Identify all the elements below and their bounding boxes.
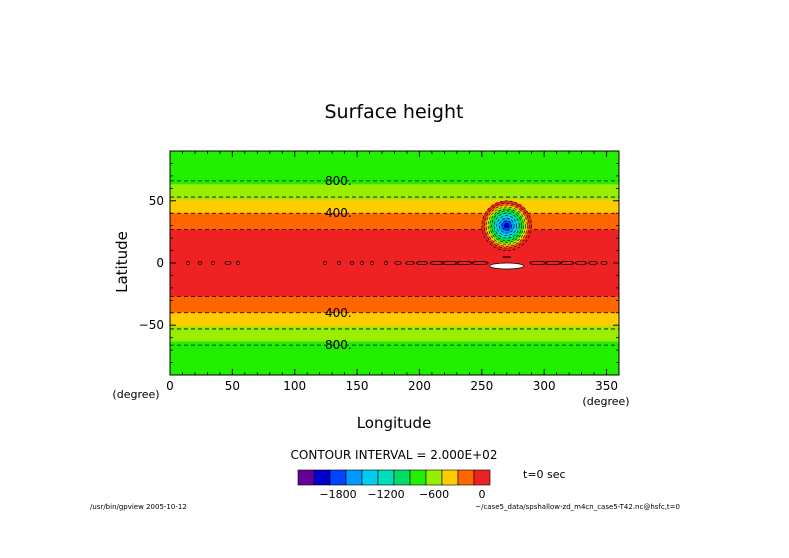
equator-mark-14 xyxy=(429,261,445,265)
equator-mark-5 xyxy=(322,261,328,265)
colorbar-cell-8 xyxy=(425,469,443,486)
contour-label-1: 400. xyxy=(325,206,352,220)
colorbar-cell-9 xyxy=(441,469,459,486)
colorbar-cell-1 xyxy=(313,469,331,486)
equator-mark-22 xyxy=(588,261,598,265)
equator-mark-18 xyxy=(529,261,547,265)
equator-mark-11 xyxy=(394,261,402,265)
equator-mark-9 xyxy=(369,261,375,265)
colorbar-cell-10 xyxy=(457,469,475,486)
equator-mark-1 xyxy=(197,261,203,265)
band-4 xyxy=(170,229,619,297)
colorbar-cell-4 xyxy=(361,469,379,486)
x-tick-label-50: 50 xyxy=(225,379,240,393)
contour-lines xyxy=(170,180,619,346)
x-tick-label-100: 100 xyxy=(283,379,306,393)
equator-mark-16 xyxy=(455,261,473,265)
equator-mark-7 xyxy=(349,261,355,265)
colorbar-cell-0 xyxy=(297,469,315,486)
equator-mark-15 xyxy=(441,261,459,265)
contour-interval-text: CONTOUR INTERVAL = 2.000E+02 xyxy=(291,448,498,462)
contour-label-3: 800. xyxy=(325,338,352,352)
band-5 xyxy=(170,296,619,313)
equator-mark-21 xyxy=(574,261,588,265)
colorbar-label-1: −1200 xyxy=(367,488,404,501)
equator-mark-center xyxy=(489,262,525,270)
equator-mark-17 xyxy=(471,261,489,265)
contour-labels: 800. 400. 400. 800. xyxy=(325,174,352,352)
equator-mark-12 xyxy=(405,261,415,265)
colorbar-cell-7 xyxy=(409,469,427,486)
x-tick-label-250: 250 xyxy=(470,379,493,393)
equator-dashes xyxy=(185,256,608,270)
x-tick-label-200: 200 xyxy=(408,379,431,393)
equator-mark-0 xyxy=(185,261,191,265)
colorbar-label-3: 0 xyxy=(479,488,486,501)
mountain-ring-10 xyxy=(503,222,510,229)
colorbar-cell-5 xyxy=(377,469,395,486)
band-1 xyxy=(170,184,619,200)
x-tick-label-350: 350 xyxy=(595,379,618,393)
band-3 xyxy=(170,213,619,230)
x-tick-label-0: 0 xyxy=(166,379,174,393)
equator-mark-10 xyxy=(383,261,389,265)
x-axis-unit: (degree) xyxy=(582,395,629,408)
band-2 xyxy=(170,199,619,214)
band-6 xyxy=(170,312,619,327)
footer-left: /usr/bin/gpview 2005-10-12 xyxy=(90,503,187,511)
equator-mark-20 xyxy=(559,261,575,265)
colorbar-cell-11 xyxy=(473,469,491,486)
equator-mark-19 xyxy=(544,261,562,265)
colorbar-cell-3 xyxy=(345,469,363,486)
equator-mark-13 xyxy=(415,261,429,265)
y-axis-label: Latitude xyxy=(113,231,131,293)
colorbar-label-2: −600 xyxy=(419,488,449,501)
equator-mark-6 xyxy=(336,261,342,265)
equator-mark-4 xyxy=(235,261,241,265)
band-0 xyxy=(170,151,619,185)
equator-mark-23 xyxy=(600,261,608,265)
x-tick-label-300: 300 xyxy=(533,379,556,393)
plot-fill xyxy=(170,151,619,375)
mountain-feature xyxy=(481,200,532,251)
band-7 xyxy=(170,326,619,342)
x-axis-label: Longitude xyxy=(357,414,432,432)
y-tick-label-0: 0 xyxy=(156,256,164,270)
footer-right: ~/case5_data/spshallow-zd_m4cn_case5-T42… xyxy=(475,503,680,511)
colorbar-label-0: −1800 xyxy=(319,488,356,501)
colorbar: −1800 −1200 −600 0 xyxy=(297,469,491,501)
contour-label-0: 800. xyxy=(325,174,352,188)
band-8 xyxy=(170,341,619,375)
equator-mark-8 xyxy=(359,261,365,265)
y-tick-label-50: 50 xyxy=(149,194,164,208)
time-label: t=0 sec xyxy=(523,468,566,481)
contour-label-2: 400. xyxy=(325,306,352,320)
y-tick-label--50: −50 xyxy=(139,318,164,332)
x-axis: 0 50 100 150 200 250 300 350 xyxy=(166,151,618,393)
colorbar-cell-2 xyxy=(329,469,347,486)
colorbar-cell-6 xyxy=(393,469,411,486)
y-axis-unit: (degree) xyxy=(112,388,159,401)
equator-mark-3 xyxy=(224,261,232,265)
equator-mark-2 xyxy=(210,261,216,265)
x-tick-label-150: 150 xyxy=(346,379,369,393)
y-axis: −50 0 50 xyxy=(139,163,619,363)
chart-title: Surface height xyxy=(325,101,464,123)
